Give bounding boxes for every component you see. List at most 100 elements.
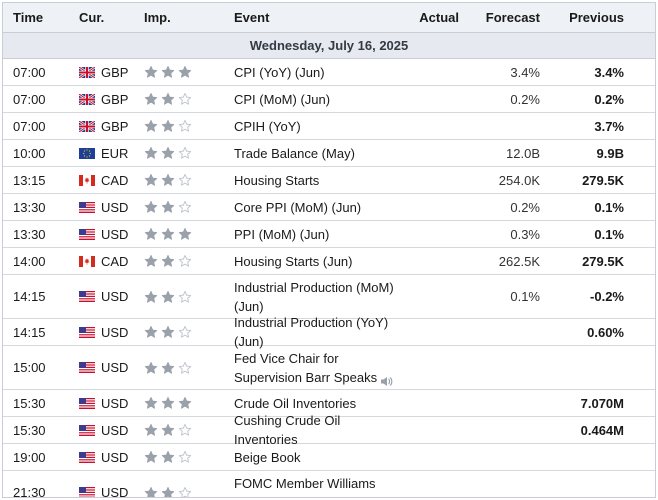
event-name[interactable]: PPI (MoM) (Jun) [222, 221, 405, 247]
actual-value [405, 86, 465, 112]
header-time[interactable]: Time [13, 10, 44, 25]
event-label[interactable]: Cushing Crude Oil Inventories [234, 413, 341, 447]
event-name[interactable]: Industrial Production (YoY) (Jun) [222, 315, 405, 349]
event-name[interactable]: Cushing Crude Oil Inventories [222, 413, 405, 447]
table-row[interactable]: 14:15 USD Industrial Production (YoY) (Jun… [3, 315, 655, 349]
previous-value: 0.1% [594, 199, 624, 215]
event-time: 10:00 [13, 145, 46, 161]
event-label[interactable]: Industrial Production (MoM) (Jun) [234, 279, 394, 314]
importance-rating [132, 417, 222, 443]
event-label[interactable]: FOMC Member Williams Speaks [234, 475, 376, 498]
previous-value: 0.464M [580, 422, 624, 438]
event-name[interactable]: Housing Starts (Jun) [222, 248, 405, 274]
actual-value [405, 194, 465, 220]
table-row[interactable]: 13:30 USD Core PPI (MoM) (Jun) 0.2% 0.1% [3, 194, 655, 221]
event-label[interactable]: CPIH (YoY) [234, 118, 301, 134]
forecast-value [465, 390, 540, 416]
star-filled-icon [161, 65, 175, 79]
table-row[interactable]: 14:15 USD Industrial Production (MoM) (Jun… [3, 275, 655, 319]
event-label[interactable]: CPI (YoY) (Jun) [234, 64, 325, 80]
table-row[interactable]: 07:00 GBP CPIH (YoY) 3.7% [3, 113, 655, 140]
star-filled-icon [144, 450, 158, 464]
star-filled-icon [161, 146, 175, 160]
importance-rating [132, 390, 222, 416]
actual-value [405, 248, 465, 274]
table-row[interactable]: 14:00 CAD Housing Starts (Jun) 262.5K 279.5K [3, 248, 655, 275]
header-actual[interactable]: Actual [419, 10, 459, 25]
event-label[interactable]: Beige Book [234, 449, 301, 465]
star-filled-icon [161, 396, 175, 410]
star-empty-icon [178, 423, 192, 437]
currency-code: USD [101, 289, 129, 304]
event-label[interactable]: Fed Vice Chair for Supervision Barr Spea… [234, 350, 378, 385]
event-label[interactable]: Core PPI (MoM) (Jun) [234, 199, 362, 215]
table-row[interactable]: 13:15 CAD Housing Starts 254.0K 279.5K [3, 167, 655, 194]
table-row[interactable]: 15:30 USD Cushing Crude Oil Inventories 0.4… [3, 413, 655, 447]
event-time: 19:00 [13, 449, 46, 465]
event-name[interactable]: FOMC Member Williams Speaks [222, 471, 405, 498]
header-importance[interactable]: Imp. [144, 10, 171, 25]
previous-value: 9.9B [596, 145, 624, 161]
event-name[interactable]: CPI (MoM) (Jun) [222, 86, 405, 112]
previous-value: 0.60% [587, 324, 624, 340]
table-row[interactable]: 15:30 USD Crude Oil Inventories 7.070M [3, 390, 655, 417]
table-row[interactable]: 19:00 USD Beige Book [3, 444, 655, 471]
event-name[interactable]: Fed Vice Chair for Supervision Barr Spea… [222, 346, 405, 389]
actual-value [405, 275, 465, 318]
event-currency: CAD [65, 248, 132, 274]
header-currency[interactable]: Cur. [79, 10, 105, 25]
previous-value: 7.070M [580, 395, 624, 411]
event-name[interactable]: Housing Starts [222, 167, 405, 193]
event-name[interactable]: CPI (YoY) (Jun) [222, 59, 405, 85]
forecast-value: 262.5K [498, 253, 540, 269]
table-row[interactable]: 21:30 USD FOMC Member Williams Speaks [3, 471, 655, 498]
importance-rating [132, 59, 222, 85]
currency-code: GBP [101, 91, 129, 107]
previous-value: 279.5K [582, 172, 624, 188]
actual-value [405, 113, 465, 139]
previous-value: -0.2% [590, 289, 624, 304]
table-row[interactable]: 13:30 USD PPI (MoM) (Jun) 0.3% 0.1% [3, 221, 655, 248]
event-name[interactable]: Beige Book [222, 444, 405, 470]
header-forecast[interactable]: Forecast [485, 10, 540, 25]
event-name[interactable]: CPIH (YoY) [222, 113, 405, 139]
star-empty-icon [178, 290, 192, 304]
header-previous[interactable]: Previous [569, 10, 624, 25]
event-label[interactable]: Trade Balance (May) [234, 145, 355, 161]
event-label[interactable]: CPI (MoM) (Jun) [234, 91, 331, 107]
currency-code: USD [101, 199, 129, 215]
table-row[interactable]: 15:00 USD Fed Vice Chair for Supervision B… [3, 346, 655, 390]
star-filled-icon [144, 254, 158, 268]
previous-value: 3.4% [594, 64, 624, 80]
star-filled-icon [144, 486, 158, 497]
event-name[interactable]: Industrial Production (MoM) (Jun) [222, 275, 405, 318]
importance-rating [132, 167, 222, 193]
event-currency: USD [65, 346, 132, 389]
table-row[interactable]: 07:00 GBP CPI (YoY) (Jun) 3.4% 3.4% [3, 59, 655, 86]
table-row[interactable]: 10:00 EUR Trade Balance (May) 12.0B 9.9B [3, 140, 655, 167]
event-name[interactable]: Trade Balance (May) [222, 140, 405, 166]
importance-rating [132, 319, 222, 345]
us-flag-icon [79, 228, 95, 240]
event-label[interactable]: PPI (MoM) (Jun) [234, 226, 330, 242]
gb-flag-icon [79, 120, 95, 132]
forecast-value [465, 444, 540, 470]
importance-rating [132, 471, 222, 497]
table-row[interactable]: 07:00 GBP CPI (MoM) (Jun) 0.2% 0.2% [3, 86, 655, 113]
us-flag-icon [79, 451, 95, 463]
event-name[interactable]: Core PPI (MoM) (Jun) [222, 194, 405, 220]
event-label[interactable]: Housing Starts [234, 172, 320, 188]
currency-code: GBP [101, 118, 129, 134]
star-filled-icon [178, 65, 192, 79]
importance-rating [132, 86, 222, 112]
header-event[interactable]: Event [234, 10, 270, 25]
previous-value: 279.5K [582, 253, 624, 269]
event-label[interactable]: Crude Oil Inventories [234, 395, 357, 411]
actual-value [405, 346, 465, 389]
event-label[interactable]: Housing Starts (Jun) [234, 253, 353, 269]
gb-flag-icon [79, 93, 95, 105]
star-filled-icon [178, 396, 192, 410]
event-label[interactable]: Industrial Production (YoY) (Jun) [234, 315, 389, 349]
event-name[interactable]: Crude Oil Inventories [222, 390, 405, 416]
forecast-value: 0.2% [510, 91, 540, 107]
